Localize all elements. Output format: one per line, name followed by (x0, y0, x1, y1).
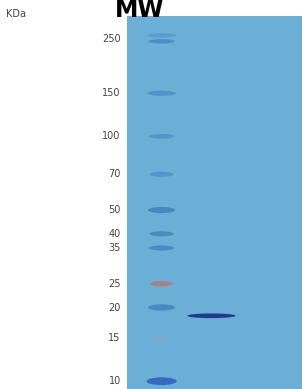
Text: 25: 25 (108, 279, 121, 289)
Ellipse shape (187, 314, 236, 318)
Ellipse shape (149, 134, 175, 139)
Ellipse shape (149, 172, 174, 177)
Ellipse shape (147, 33, 176, 38)
Text: 100: 100 (102, 131, 121, 141)
Ellipse shape (149, 245, 175, 251)
Text: 70: 70 (108, 169, 121, 179)
Ellipse shape (149, 231, 174, 237)
Ellipse shape (147, 91, 176, 96)
Ellipse shape (148, 207, 175, 213)
Text: 40: 40 (108, 229, 121, 239)
Ellipse shape (148, 39, 175, 44)
Ellipse shape (150, 335, 173, 341)
Text: 150: 150 (102, 88, 121, 98)
Ellipse shape (146, 377, 177, 385)
Text: 50: 50 (108, 205, 121, 215)
Text: KDa: KDa (6, 9, 26, 19)
Ellipse shape (148, 305, 175, 311)
Text: 250: 250 (102, 34, 121, 44)
Text: 35: 35 (108, 243, 121, 253)
Ellipse shape (150, 281, 173, 286)
Text: 15: 15 (108, 333, 121, 343)
Text: MW: MW (115, 0, 164, 22)
Text: 20: 20 (108, 303, 121, 312)
FancyBboxPatch shape (127, 16, 302, 389)
Text: 10: 10 (108, 376, 121, 386)
